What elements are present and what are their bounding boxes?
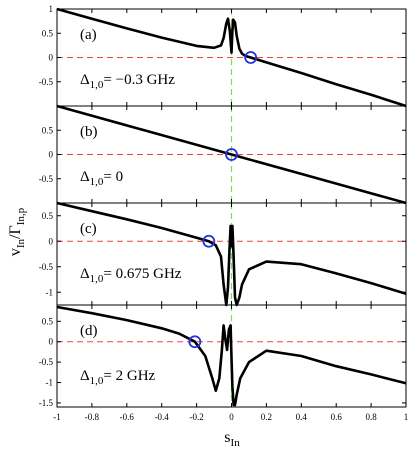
y-tick-label: 0: [49, 150, 54, 160]
delta-sub: 1,0: [90, 375, 104, 387]
y-tick-label: 0: [49, 236, 54, 246]
series-line: [56, 7, 407, 108]
delta-annotation: Δ1,0= 0: [80, 169, 123, 188]
y-tick-label: 0.5: [42, 28, 54, 38]
svg-text:vIn/ΓIn,p: vIn/ΓIn,p: [7, 207, 27, 256]
y-tick-label: -0.5: [39, 262, 54, 272]
y-tick-label: 0: [49, 53, 54, 63]
x-tick-label: 0.6: [331, 412, 343, 422]
x-tick-label: -1: [53, 412, 61, 422]
y-axis-title-main: v: [7, 248, 24, 256]
y-tick-label: 0.5: [42, 125, 54, 135]
y-axis-title-denominator-sub: In,p: [15, 207, 27, 225]
delta-sub: 1,0: [90, 79, 104, 91]
delta-value: = 2 GHz: [103, 368, 155, 384]
panel-3: 0.5 0 -0.5 -1 -1.5 (d) Δ1,0= 2 GHz: [39, 304, 407, 408]
x-tick-label: 0.2: [261, 412, 272, 422]
panel-label: (a): [80, 27, 97, 43]
delta-annotation: Δ1,0= 0.675 GHz: [80, 266, 182, 285]
x-axis-ticks: -1 -0.8 -0.6 -0.4 -0.2 0 0.2 0.4 0.6 0.8 1: [53, 412, 408, 422]
delta-annotation: Δ1,0= −0.3 GHz: [80, 72, 175, 91]
x-tick-label: -0.4: [155, 412, 170, 422]
zero-crossing-marker: [188, 335, 202, 349]
x-tick-label: 1: [404, 412, 409, 422]
panel-2: 0.5 0 -0.5 -1 (c) Δ1,0= 0.675 GHz: [39, 201, 407, 307]
x-tick-label: 0.4: [296, 412, 308, 422]
delta-annotation: Δ1,0= 2 GHz: [80, 368, 156, 387]
panel-1: 0.5 0 -0.5 (b) Δ1,0= 0: [39, 104, 407, 205]
y-tick-label: -0.5: [39, 357, 54, 367]
x-axis-title: sIn: [224, 429, 240, 449]
series-line: [56, 305, 407, 407]
delta-value: = −0.3 GHz: [103, 72, 175, 88]
panels: 10.50-0.5(a)Δ1,0= −0.3 GHz0.50-0.5(b)Δ1,…: [39, 4, 407, 408]
delta-symbol: Δ: [80, 169, 90, 185]
panel-label: (c): [80, 221, 97, 237]
delta-value: = 0: [103, 169, 123, 185]
delta-sub: 1,0: [90, 273, 104, 285]
panel-0: 1 0.5 0 -0.5 (a) Δ1,0= −0.3 GHz: [39, 4, 407, 108]
x-axis-title-sub: In: [231, 437, 241, 449]
x-tick-label: 0.8: [365, 412, 377, 422]
y-tick-label: 0.5: [42, 316, 54, 326]
x-tick-label: -0.6: [120, 412, 135, 422]
zero-crossing-marker: [225, 148, 238, 161]
y-tick-label: 0: [49, 337, 54, 347]
y-tick-label: 1: [49, 4, 54, 14]
y-axis-title: vIn/ΓIn,p: [7, 207, 27, 256]
y-axis-title-denominator: Γ: [7, 225, 24, 234]
zero-crossing-marker: [244, 51, 258, 64]
delta-sub: 1,0: [90, 176, 104, 188]
x-tick-label: -0.2: [189, 412, 203, 422]
y-tick-label: -1: [46, 287, 54, 297]
delta-symbol: Δ: [80, 266, 90, 282]
x-tick-label: 0: [229, 412, 234, 422]
series-line: [56, 104, 407, 205]
y-tick-label: 0.5: [42, 211, 54, 221]
zero-crossing-marker: [202, 234, 216, 248]
x-axis-title-main: s: [224, 429, 230, 446]
delta-value: = 0.675 GHz: [103, 266, 181, 282]
y-tick-label: -1: [46, 378, 54, 388]
panel-label: (d): [80, 323, 98, 339]
y-axis-title-sub: In: [15, 238, 27, 248]
delta-symbol: Δ: [80, 368, 90, 384]
series-line: [56, 201, 407, 307]
y-tick-label: -0.5: [39, 174, 54, 184]
panel-label: (b): [80, 124, 98, 140]
y-tick-label: -1.5: [39, 398, 54, 408]
delta-symbol: Δ: [80, 72, 90, 88]
x-tick-label: -0.8: [85, 412, 100, 422]
y-tick-label: -0.5: [39, 77, 54, 87]
